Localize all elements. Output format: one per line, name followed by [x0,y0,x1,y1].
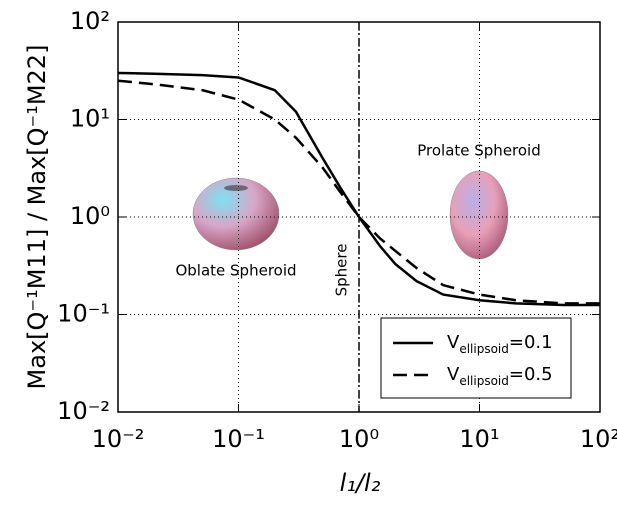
y-tick-label: 10⁻² [57,397,110,425]
x-tick-label: 10⁻² [92,425,145,453]
spheroid-images [192,170,509,260]
legend-label: Vellipsoid=0.1 [447,332,553,356]
legend-label: Vellipsoid=0.5 [447,364,553,388]
legend: Vellipsoid=0.1 Vellipsoid=0.5 [380,317,572,399]
line-series [117,79,600,305]
legend-box [380,317,572,399]
annotation: Sphere [333,244,351,297]
annotation: Prolate Spheroid [417,142,541,160]
y-tick-label: 10¹ [70,105,110,133]
x-tick-label: 10⁻¹ [212,425,265,453]
x-axis-label: l₁/l₂ [340,469,381,497]
y-tick-label: 10⁻¹ [57,300,110,328]
plot-frame [117,21,601,413]
line-series [117,71,600,307]
x-tick-label: 10² [580,425,617,453]
x-tick-label: 10⁰ [339,425,379,453]
annotation: Oblate Spheroid [175,262,296,280]
y-axis-label: Max[Q⁻¹M11] / Max[Q⁻¹M22] [23,45,51,390]
y-tick-label: 10⁰ [70,202,110,230]
x-tick-label: 10¹ [459,425,499,453]
y-tick-label: 10² [70,7,110,35]
